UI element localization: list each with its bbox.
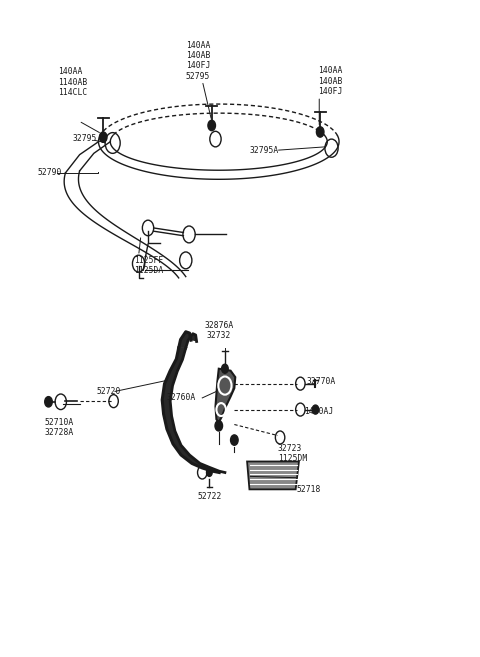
Circle shape — [45, 397, 52, 407]
Text: 32795: 32795 — [72, 134, 97, 143]
Text: 1450AJ: 1450AJ — [304, 407, 333, 416]
Circle shape — [222, 364, 228, 373]
Circle shape — [208, 120, 216, 131]
Circle shape — [316, 127, 324, 137]
Text: 52718: 52718 — [297, 485, 321, 494]
Circle shape — [230, 435, 238, 445]
Text: 32723
1125DM: 32723 1125DM — [278, 444, 307, 463]
Text: 52720: 52720 — [96, 387, 120, 396]
Text: 1125FF
1125DA: 1125FF 1125DA — [134, 256, 163, 275]
Text: 32795A: 32795A — [250, 146, 279, 154]
Text: 32760A: 32760A — [167, 394, 196, 402]
Text: 140AA
1140AB
114CLC: 140AA 1140AB 114CLC — [59, 67, 88, 97]
Circle shape — [215, 420, 223, 431]
Polygon shape — [216, 369, 235, 422]
Circle shape — [312, 405, 319, 414]
Text: 140AA
140AB
140FJ: 140AA 140AB 140FJ — [318, 66, 342, 97]
Text: 140AA
140AB
140FJ
52795: 140AA 140AB 140FJ 52795 — [186, 41, 210, 81]
Text: 52722: 52722 — [197, 492, 222, 501]
Text: 32770A: 32770A — [306, 376, 336, 386]
Text: 52790: 52790 — [37, 168, 61, 177]
Polygon shape — [162, 348, 225, 472]
Polygon shape — [179, 332, 197, 348]
Text: 32876A
32732: 32876A 32732 — [204, 321, 233, 340]
Circle shape — [99, 132, 107, 143]
Text: 52710A
32728A: 52710A 32728A — [44, 418, 73, 438]
Circle shape — [206, 468, 212, 476]
Polygon shape — [247, 461, 299, 489]
